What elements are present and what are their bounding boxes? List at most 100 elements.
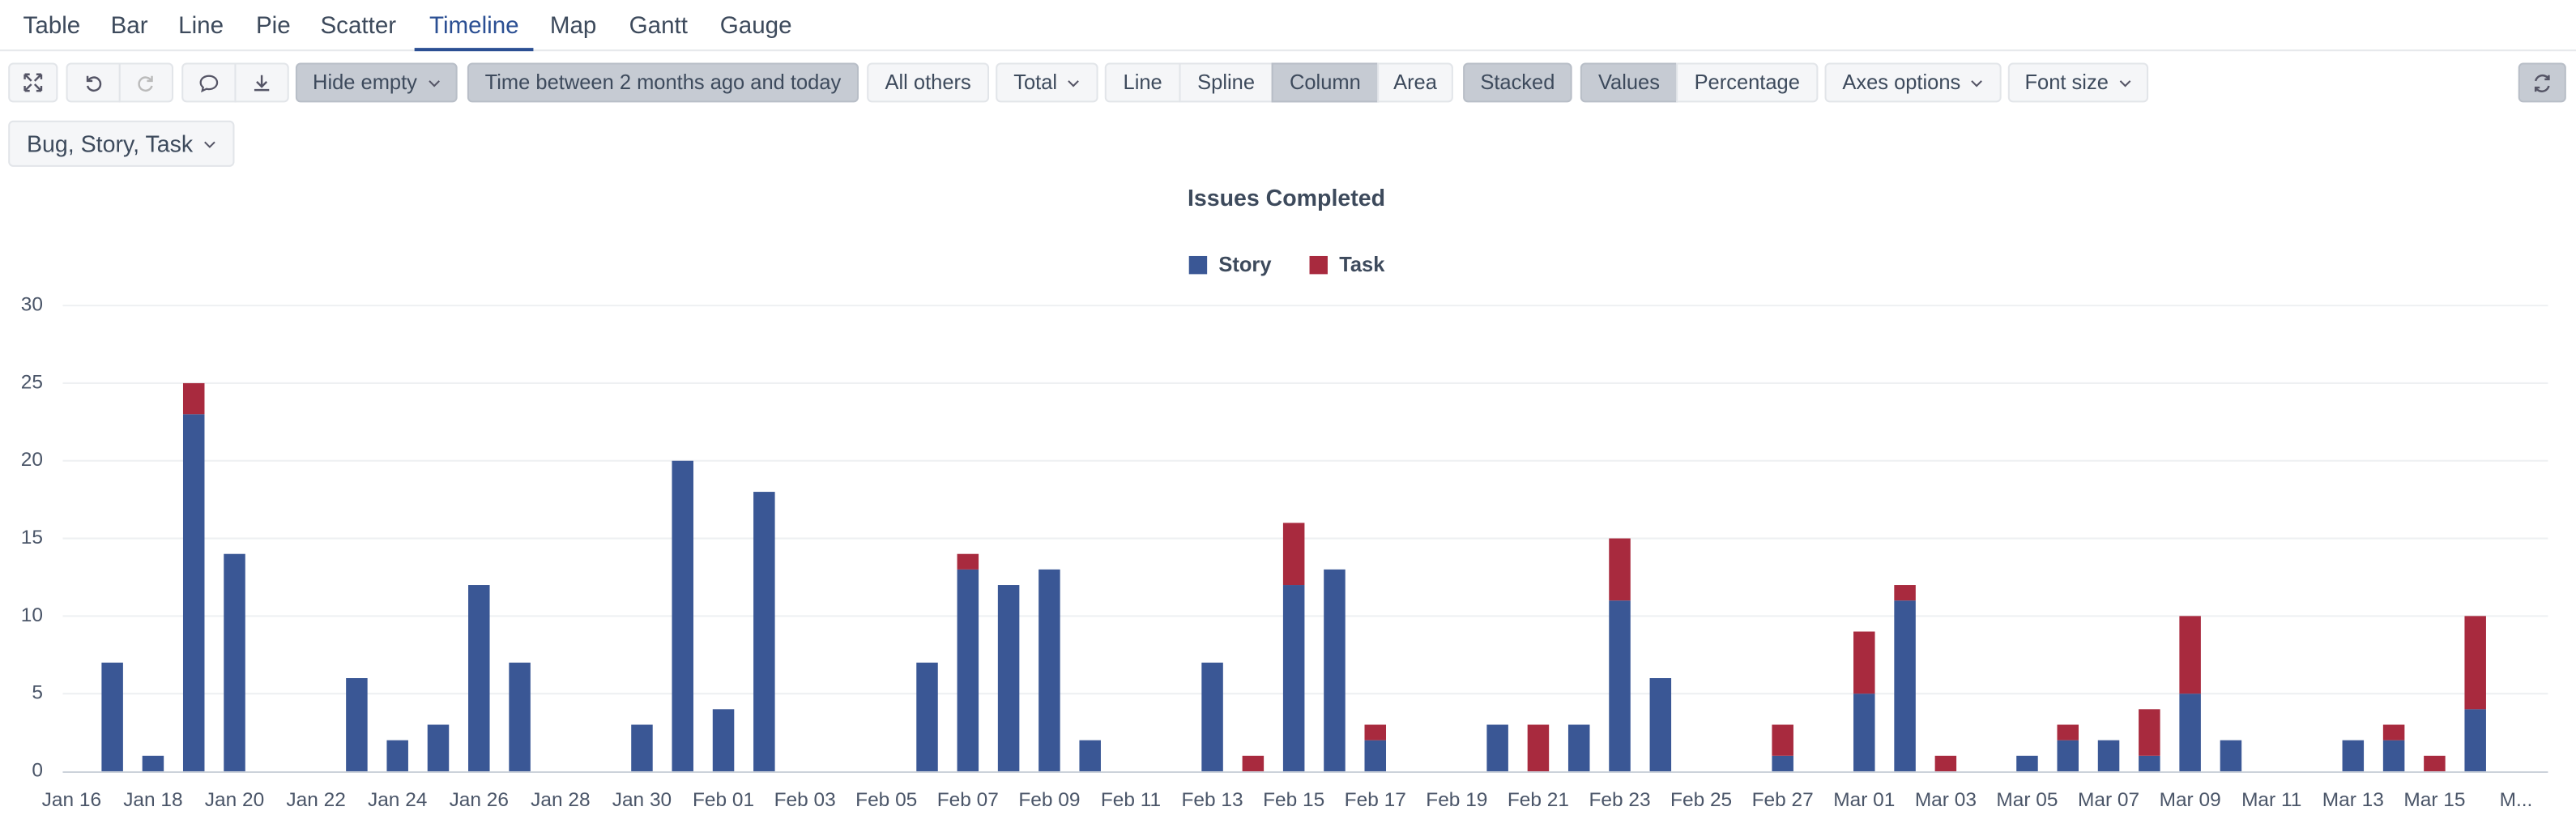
bar <box>427 724 450 771</box>
bar <box>2179 694 2201 771</box>
bar <box>672 460 694 771</box>
bar <box>1567 724 1590 771</box>
refresh-button[interactable] <box>2518 62 2566 103</box>
bar <box>1324 569 1346 771</box>
stacked-toggle[interactable]: Stacked <box>1463 62 1572 103</box>
y-tick-label: 10 <box>21 604 43 626</box>
font-size-label: Font size <box>2024 70 2109 95</box>
comment-button[interactable] <box>181 62 237 103</box>
bar <box>1853 631 1875 694</box>
bar <box>1894 585 1916 601</box>
column-type-button[interactable]: Column <box>1271 62 1380 103</box>
x-tick-label: Feb 15 <box>1263 789 1324 811</box>
chart-type-label: Line <box>1123 70 1162 95</box>
axes-options-label: Axes options <box>1842 70 1961 95</box>
bar <box>2464 616 2486 710</box>
bar <box>1527 724 1550 771</box>
percentage-mode-button[interactable]: Percentage <box>1676 62 1819 103</box>
x-tick-label: Feb 01 <box>693 789 754 811</box>
values-mode-button[interactable]: Values <box>1580 62 1678 103</box>
hide-empty-label: Hide empty <box>313 70 417 95</box>
mode-label: Percentage <box>1694 70 1800 95</box>
tab[interactable]: Gantt <box>629 13 688 40</box>
bar <box>1079 740 1101 771</box>
bar <box>1486 724 1508 771</box>
tab[interactable]: Scatter <box>320 13 397 40</box>
tab[interactable]: Gauge <box>719 13 792 40</box>
x-tick-label: M... <box>2500 789 2533 811</box>
x-tick-label: Feb 09 <box>1018 789 1080 811</box>
bar <box>1609 538 1631 601</box>
bar <box>1772 755 1793 771</box>
y-tick-label: 30 <box>21 294 43 316</box>
bar <box>2382 740 2405 771</box>
x-tick-label: Feb 11 <box>1101 789 1161 811</box>
axes-options-dropdown[interactable]: Axes options <box>1824 62 2002 103</box>
legend-label: Task <box>1339 254 1385 276</box>
x-tick-label: Mar 01 <box>1833 789 1895 811</box>
bar <box>1853 694 1875 771</box>
tab[interactable]: Table <box>23 13 81 40</box>
bar <box>712 709 735 771</box>
line-type-button[interactable]: Line <box>1104 62 1181 103</box>
total-dropdown[interactable]: Total <box>996 62 1098 103</box>
spline-type-button[interactable]: Spline <box>1179 62 1273 103</box>
bar <box>2097 740 2120 771</box>
bar <box>753 492 775 771</box>
bar <box>101 662 123 771</box>
x-tick-label: Jan 26 <box>450 789 509 811</box>
tab[interactable]: Line <box>178 13 224 40</box>
chart-title: Issues Completed <box>1188 186 1385 211</box>
hide-empty-dropdown[interactable]: Hide empty <box>295 62 458 103</box>
x-tick-label: Mar 15 <box>2403 789 2465 811</box>
tab[interactable]: Bar <box>110 13 148 40</box>
tab[interactable]: Map <box>549 13 597 40</box>
bar <box>182 382 205 415</box>
bar <box>2464 709 2486 771</box>
chart-type-label: Spline <box>1197 70 1256 95</box>
y-tick-label: 20 <box>21 449 43 471</box>
undo-button[interactable] <box>66 62 121 103</box>
x-tick-label: Jan 28 <box>531 789 590 811</box>
x-tick-label: Feb 27 <box>1752 789 1814 811</box>
bar <box>2057 724 2079 741</box>
x-tick-label: Feb 07 <box>937 789 999 811</box>
issue-type-filter-label: Bug, Story, Task <box>26 130 194 157</box>
issue-type-filter[interactable]: Bug, Story, Task <box>8 120 235 167</box>
total-label: Total <box>1013 70 1058 95</box>
bar <box>1282 523 1305 586</box>
bar <box>386 740 408 771</box>
bar <box>2382 724 2405 741</box>
bar <box>509 662 531 771</box>
x-tick-label: Mar 13 <box>2322 789 2384 811</box>
all-others-button[interactable]: All others <box>867 62 990 103</box>
bar <box>1934 755 1957 771</box>
y-tick-label: 25 <box>21 371 43 393</box>
tab[interactable]: Timeline <box>429 13 519 40</box>
bar <box>997 585 1020 771</box>
tab[interactable]: Pie <box>255 13 291 40</box>
mode-label: Values <box>1597 70 1660 95</box>
bar <box>1364 724 1387 741</box>
bar <box>468 585 490 771</box>
x-tick-label: Feb 17 <box>1345 789 1406 811</box>
chart-type-label: Area <box>1393 70 1437 95</box>
font-size-dropdown[interactable]: Font size <box>2007 62 2149 103</box>
bar <box>2016 755 2038 771</box>
download-button[interactable] <box>234 62 289 103</box>
x-tick-label: Jan 20 <box>205 789 264 811</box>
redo-button[interactable] <box>118 62 174 103</box>
time-filter-button[interactable]: Time between 2 months ago and today <box>467 62 859 103</box>
y-tick-label: 5 <box>32 682 43 704</box>
fullscreen-button[interactable] <box>8 62 58 103</box>
bar <box>1201 662 1223 771</box>
legend-swatch <box>1188 255 1208 275</box>
all-others-label: All others <box>885 70 971 95</box>
area-type-button[interactable]: Area <box>1377 62 1453 103</box>
x-tick-label: Jan 30 <box>612 789 672 811</box>
x-tick-label: Mar 09 <box>2160 789 2221 811</box>
bar <box>182 414 205 771</box>
